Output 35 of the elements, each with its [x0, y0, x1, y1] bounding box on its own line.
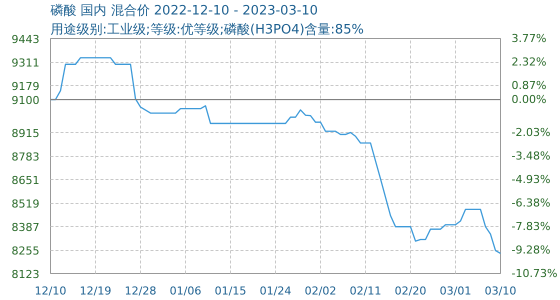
chart-title: 磷酸 国内 混合价 2022-12-10 - 2023-03-10 — [50, 4, 318, 18]
x-tick-label: 02/11 — [350, 284, 382, 298]
x-tick-label: 01/24 — [260, 284, 292, 298]
x-tick-label: 12/10 — [34, 284, 66, 298]
y2-tick-label: 0.00% — [512, 93, 546, 106]
y-tick-label: 9443 — [12, 33, 40, 46]
x-tick-label: 01/06 — [170, 284, 202, 298]
y-tick-label: 8255 — [12, 244, 40, 258]
x-tick-label: 12/19 — [80, 284, 112, 298]
y-tick-label: 9179 — [12, 80, 40, 93]
y-tick-label: 8915 — [12, 127, 40, 140]
y2-tick-label: -10.73% — [512, 267, 558, 280]
x-tick-label: 02/02 — [304, 284, 336, 298]
y2-tick-label: 2.32% — [512, 56, 546, 68]
x-tick-label: 03/01 — [440, 284, 472, 298]
y2-tick-label: -4.93% — [512, 173, 550, 186]
x-tick-label: 03/10 — [484, 284, 516, 298]
y-tick-label: 8651 — [12, 174, 40, 187]
x-tick-label: 02/20 — [394, 284, 426, 298]
y-tick-label: 9311 — [12, 56, 40, 70]
y-tick-label: 8519 — [12, 198, 40, 210]
y2-tick-label: -3.48% — [512, 150, 550, 162]
y2-tick-label: -6.38% — [512, 196, 550, 210]
y2-tick-label: -2.03% — [512, 126, 550, 139]
x-tick-label: 12/28 — [124, 284, 156, 298]
y-tick-label: 8783 — [12, 150, 40, 164]
y2-tick-label: 0.87% — [512, 79, 546, 92]
y-tick-label: 8387 — [12, 221, 40, 234]
y2-tick-label: 3.77% — [512, 32, 546, 45]
chart-subtitle: 用途级别:工业级;等级:优等级;磷酸(H3PO4)含量:85% — [50, 22, 364, 38]
x-tick-label: 01/15 — [214, 284, 246, 298]
y-tick-label: 8123 — [12, 268, 40, 281]
y2-tick-label: -7.83% — [512, 220, 550, 233]
y-tick-label: 9100 — [12, 94, 40, 108]
y2-tick-label: -9.28% — [512, 244, 550, 256]
